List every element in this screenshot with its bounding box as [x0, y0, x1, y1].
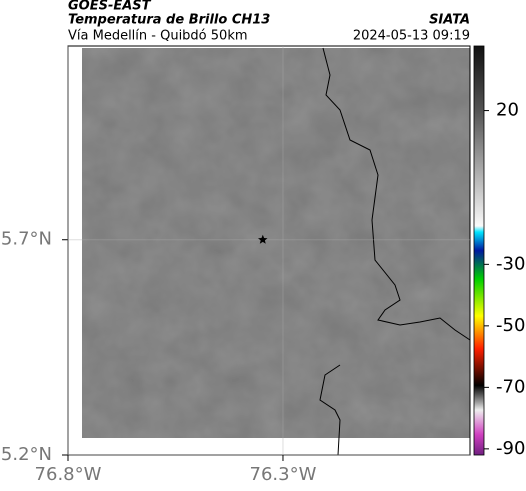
subtitle: Temperatura de Brillo CH13 [68, 13, 270, 28]
source: SIATA [429, 13, 470, 28]
colorbar-label: -30 [496, 253, 525, 274]
timestamp: 2024-05-13 09:19 [353, 29, 470, 44]
coastline [319, 47, 471, 456]
colorbar-label: -90 [496, 438, 525, 459]
colorbar-label: -50 [496, 315, 525, 336]
title: GOES-EAST [68, 0, 152, 14]
lon-label: 76.3°W [250, 464, 317, 485]
satellite-image [82, 48, 470, 438]
lon-label: 76.8°W [35, 464, 102, 485]
location-marker [258, 234, 268, 244]
colorbar-label: -70 [496, 376, 525, 397]
caption: Vía Medellín - Quibdó 50km [68, 29, 248, 44]
map-frame [67, 45, 471, 456]
lat-label: 5.2°N [1, 444, 52, 465]
colorbar [473, 45, 485, 456]
colorbar-label: 20 [496, 100, 519, 121]
lat-label: 5.7°N [1, 229, 52, 250]
